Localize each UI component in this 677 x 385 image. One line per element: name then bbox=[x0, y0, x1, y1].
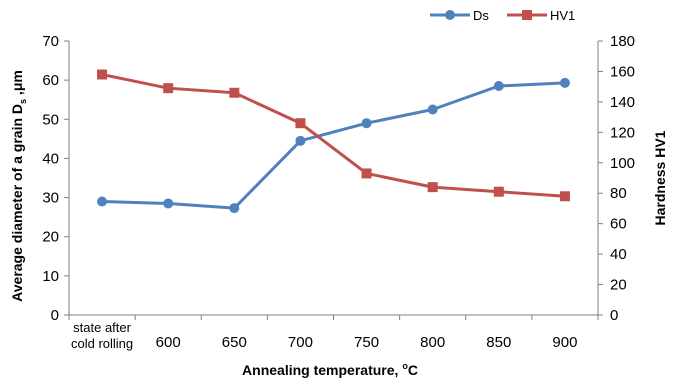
series-ds-point bbox=[361, 118, 372, 129]
series-hv1-point bbox=[559, 191, 570, 202]
left-tick-label: 10 bbox=[42, 268, 59, 285]
left-tick-label: 30 bbox=[42, 190, 59, 207]
right-tick-label: 180 bbox=[610, 33, 635, 50]
left-tick-label: 20 bbox=[42, 229, 59, 246]
x-tick-label: 750 bbox=[354, 334, 379, 351]
series-ds-point bbox=[229, 203, 240, 214]
series-hv1-point bbox=[163, 83, 174, 94]
right-axis-ticks: 0 20 40 60 80 100 120 140 160 180 bbox=[598, 33, 635, 324]
series-hv1-line bbox=[101, 73, 566, 198]
series-hv1-point bbox=[295, 118, 306, 129]
right-tick-label: 120 bbox=[610, 124, 635, 141]
x-tick-label: 600 bbox=[156, 334, 181, 351]
series-ds-point bbox=[295, 135, 306, 146]
plot-frame bbox=[68, 41, 599, 316]
right-tick-label: 100 bbox=[610, 155, 635, 172]
y-axis-left-title-main: Average diameter of a grain D bbox=[9, 104, 25, 302]
right-tick-label: 40 bbox=[610, 246, 627, 263]
left-tick-label: 60 bbox=[42, 72, 59, 89]
y-axis-left-title-end: ,μm bbox=[9, 70, 25, 99]
x-tick-label: 800 bbox=[420, 334, 445, 351]
x-tick-label: 650 bbox=[222, 334, 247, 351]
series-layer bbox=[97, 69, 570, 214]
left-tick-label: 70 bbox=[42, 33, 59, 50]
x-tick-label: 900 bbox=[552, 334, 577, 351]
legend-ds-marker bbox=[445, 10, 455, 20]
right-tick-label: 140 bbox=[610, 94, 635, 111]
series-hv1-point bbox=[427, 182, 438, 193]
left-tick-label: 50 bbox=[42, 111, 59, 128]
legend-ds-label: Ds bbox=[473, 8, 489, 23]
x-tick-label: 850 bbox=[486, 334, 511, 351]
legend-hv1-marker bbox=[522, 10, 532, 20]
x-axis-title-main: Annealing temperature, bbox=[242, 362, 402, 378]
x-tick-label: cold rolling bbox=[71, 336, 133, 351]
right-tick-label: 20 bbox=[610, 277, 627, 294]
right-tick-label: 160 bbox=[610, 63, 635, 80]
series-ds-point bbox=[427, 104, 438, 115]
series-hv1-point bbox=[493, 186, 504, 197]
legend: Ds HV1 bbox=[430, 8, 575, 23]
series-ds-point bbox=[97, 196, 108, 207]
y-axis-right-title: Hardness HV1 bbox=[652, 130, 668, 225]
series-ds-point bbox=[559, 77, 570, 88]
right-tick-label: 0 bbox=[610, 307, 618, 324]
series-ds-point bbox=[163, 198, 174, 209]
y-axis-left-title-sub: s bbox=[18, 99, 28, 104]
series-hv1-point bbox=[229, 87, 240, 98]
x-tick-label: 700 bbox=[288, 334, 313, 351]
right-tick-label: 80 bbox=[610, 185, 627, 202]
legend-hv1-label: HV1 bbox=[550, 8, 575, 23]
left-tick-label: 0 bbox=[51, 307, 59, 324]
right-tick-label: 60 bbox=[610, 216, 627, 233]
series-ds-point bbox=[493, 81, 504, 92]
left-axis-ticks: 0 10 20 30 40 50 60 70 bbox=[42, 33, 69, 324]
series-hv1-point bbox=[97, 69, 108, 80]
x-axis-title-sup: o bbox=[402, 361, 408, 371]
x-axis-title-end: C bbox=[408, 362, 418, 378]
x-tick-label: state after bbox=[73, 320, 131, 335]
series-hv1-point bbox=[361, 168, 372, 179]
x-axis-title: Annealing temperature, oC bbox=[242, 361, 418, 378]
y-axis-left-title: Average diameter of a grain Ds ,μm bbox=[9, 70, 28, 302]
left-tick-label: 40 bbox=[42, 150, 59, 167]
series-ds-line bbox=[102, 81, 566, 210]
